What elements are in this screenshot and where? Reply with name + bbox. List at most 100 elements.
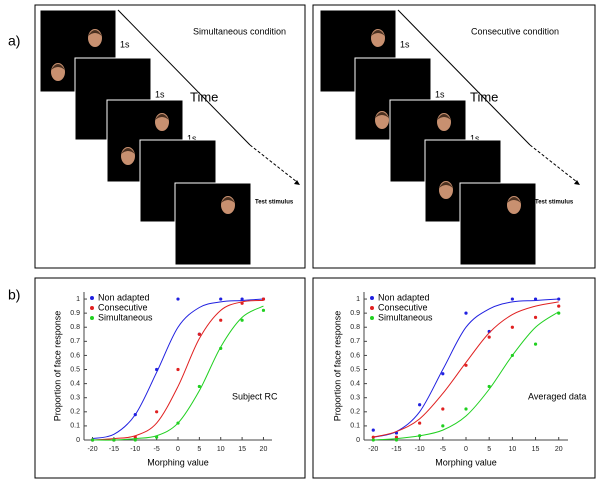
x-tick-label: 0 [176, 446, 180, 453]
x-tick-label: 5 [487, 446, 491, 453]
data-point [418, 434, 422, 438]
y-tick-label: 0.6 [350, 352, 360, 359]
duration-label: 1s [470, 133, 480, 143]
time-arrow [117, 9, 251, 146]
legend-label: Simultaneous [98, 312, 153, 322]
y-tick-label: 1 [76, 296, 80, 303]
data-point [371, 435, 375, 439]
legend-label: Non adapted [378, 292, 430, 302]
data-point [155, 435, 159, 439]
data-point [197, 384, 201, 389]
y-tick-label: 1 [356, 296, 360, 303]
legend-marker [90, 306, 94, 310]
time-arrow [397, 9, 531, 146]
panel-label: b) [8, 287, 20, 303]
legend-marker [90, 316, 94, 320]
x-tick-label: -20 [368, 446, 378, 453]
y-tick-label: 0.7 [70, 338, 80, 345]
arrow-head [294, 180, 300, 185]
data-point [441, 424, 445, 428]
data-point [197, 332, 201, 336]
hair [121, 148, 135, 154]
legend-label: Simultaneous [378, 312, 433, 322]
data-point [371, 428, 375, 432]
y-tick-label: 0 [356, 437, 360, 444]
x-tick-label: -15 [391, 446, 401, 453]
hair [51, 64, 65, 70]
data-point [176, 297, 180, 301]
y-axis-label: Proportion of face response [52, 311, 62, 422]
condition-title: Simultaneous condition [193, 26, 286, 36]
data-point [371, 438, 375, 442]
data-point [261, 308, 266, 312]
data-point [240, 297, 244, 301]
data-point [394, 435, 399, 439]
x-tick-label: -20 [87, 446, 97, 453]
data-point [394, 438, 399, 442]
y-tick-label: 0.5 [350, 366, 360, 373]
data-point [533, 315, 538, 319]
data-point [90, 438, 95, 442]
y-tick-label: 0.4 [70, 380, 80, 387]
data-point [557, 311, 561, 315]
duration-label: 1s [155, 89, 165, 99]
data-point [510, 297, 514, 301]
duration-label: 1s [187, 133, 197, 143]
hair [375, 112, 389, 118]
fit-curve [92, 299, 264, 441]
legend-label: Non adapted [98, 292, 150, 302]
legend-label: Consecutive [98, 302, 148, 312]
data-point [155, 367, 159, 372]
y-tick-label: 0.5 [70, 366, 80, 373]
legend-marker [370, 296, 374, 300]
hair [439, 182, 453, 188]
stimulus-frame [174, 182, 252, 266]
data-point [176, 421, 180, 425]
legend-marker [370, 316, 374, 320]
hair [371, 30, 385, 36]
x-tick-label: 15 [532, 446, 540, 453]
panel-box [34, 277, 306, 479]
time-label: Time [470, 89, 498, 104]
y-tick-label: 0 [76, 437, 80, 444]
y-tick-label: 0.9 [350, 310, 360, 317]
data-point [464, 311, 468, 315]
panel-box [312, 4, 596, 269]
y-tick-label: 0.4 [350, 380, 360, 387]
y-tick-label: 0.1 [350, 423, 360, 430]
hair [155, 114, 169, 120]
y-tick-label: 0.8 [350, 324, 360, 331]
data-point [464, 363, 468, 367]
condition-title: Consecutive condition [471, 26, 559, 36]
fit-curve [92, 298, 264, 440]
hair [88, 30, 102, 36]
panel-box [34, 4, 306, 269]
x-tick-label: -15 [109, 446, 119, 453]
data-point [219, 297, 223, 301]
y-tick-label: 0.7 [350, 338, 360, 345]
y-tick-label: 0.6 [70, 352, 80, 359]
arrow-head [574, 180, 580, 185]
data-point [155, 410, 159, 414]
y-tick-label: 0.2 [70, 409, 80, 416]
time-label: Time [190, 89, 218, 104]
data-point [112, 438, 116, 442]
legend-marker [90, 296, 94, 300]
x-tick-label: 5 [197, 446, 201, 453]
annotation: Subject RC [232, 391, 278, 401]
x-tick-label: -10 [130, 446, 140, 453]
annotation: Averaged data [528, 391, 586, 401]
y-tick-label: 0.9 [70, 310, 80, 317]
fit-curve [373, 298, 559, 438]
data-point [533, 342, 538, 346]
data-point [176, 367, 180, 372]
x-tick-label: -5 [154, 446, 160, 453]
duration-label: 1s [435, 89, 445, 99]
data-point [557, 297, 561, 301]
x-tick-label: 0 [464, 446, 468, 453]
data-point [261, 297, 266, 301]
test-label: Test stimulus [535, 200, 574, 206]
time-arrow [529, 144, 578, 183]
x-tick-label: 10 [508, 446, 516, 453]
